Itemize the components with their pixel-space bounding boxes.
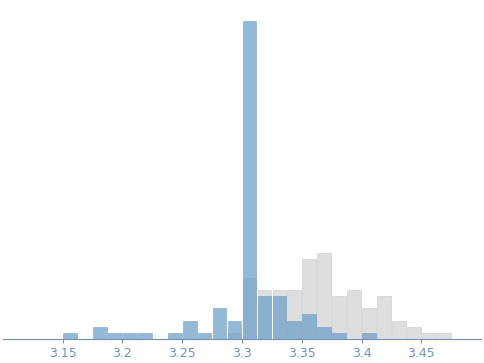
Bar <box>318 253 331 339</box>
Bar <box>392 321 406 339</box>
Bar <box>333 333 346 339</box>
Bar <box>362 333 376 339</box>
Bar <box>287 321 301 339</box>
Bar <box>108 333 122 339</box>
Bar <box>287 290 301 339</box>
Bar <box>138 333 151 339</box>
Bar <box>318 327 331 339</box>
Bar <box>168 333 182 339</box>
Bar <box>302 314 316 339</box>
Bar <box>407 327 421 339</box>
Bar <box>242 21 257 339</box>
Bar <box>272 290 286 339</box>
Bar <box>123 333 137 339</box>
Bar <box>242 278 257 339</box>
Bar <box>63 333 77 339</box>
Bar <box>272 296 286 339</box>
Bar <box>257 290 272 339</box>
Bar <box>212 308 227 339</box>
Bar <box>302 260 316 339</box>
Bar <box>198 333 212 339</box>
Bar <box>437 333 451 339</box>
Bar <box>362 308 376 339</box>
Bar <box>257 296 272 339</box>
Bar <box>93 327 107 339</box>
Bar <box>227 333 242 339</box>
Bar <box>422 333 436 339</box>
Bar <box>347 290 361 339</box>
Bar <box>227 321 242 339</box>
Bar <box>333 296 346 339</box>
Bar <box>377 296 391 339</box>
Bar <box>183 321 197 339</box>
